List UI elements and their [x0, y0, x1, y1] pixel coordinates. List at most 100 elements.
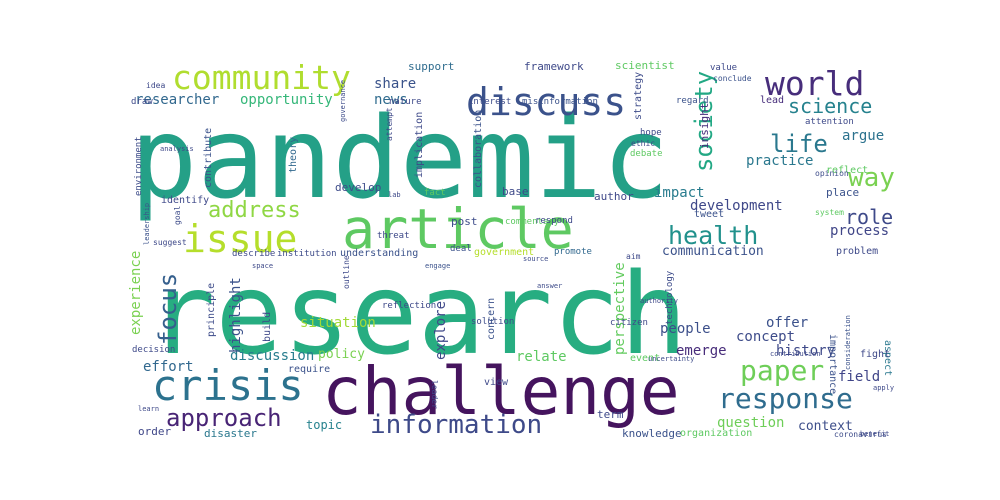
word-question: question [717, 415, 784, 431]
word-disaster: disaster [204, 427, 257, 440]
word-concept: concept [736, 329, 795, 345]
word-attempt: attempt [385, 107, 394, 141]
word-discussion: discussion [230, 348, 314, 364]
word-benefit: benefit [860, 430, 890, 438]
word-theory: theory [288, 137, 299, 173]
word-government: government [474, 247, 534, 258]
word-knowledge: knowledge [622, 427, 682, 440]
word-post: post [451, 215, 478, 228]
word-space: space [252, 262, 273, 270]
word-support: support [408, 60, 454, 73]
word-community: community [172, 58, 351, 97]
word-highlight: highlight [228, 277, 244, 353]
word-communication: communication [662, 244, 764, 259]
word-scientist: scientist [615, 59, 675, 72]
word-threat: threat [377, 231, 410, 241]
word-context: context [798, 419, 853, 434]
word-process: process [830, 223, 889, 239]
word-tweet: tweet [694, 209, 724, 220]
word-experience: experience [128, 251, 144, 335]
word-problem: problem [836, 246, 878, 257]
word-address: address [208, 198, 301, 223]
word-society: society [690, 71, 718, 172]
word-response: response [718, 382, 853, 415]
word-apply: apply [873, 384, 894, 392]
word-opportunity: opportunity [240, 92, 333, 108]
word-attention: attention [805, 117, 854, 127]
word-technology: technology [665, 270, 675, 325]
word-nature: nature [389, 97, 422, 107]
word-consideration: consideration [844, 315, 852, 370]
word-science: science [788, 94, 872, 118]
word-understanding: understanding [340, 248, 418, 259]
word-interest: interest [468, 97, 511, 107]
word-answer: answer [537, 282, 562, 290]
word-system: system [815, 208, 844, 217]
word-engage: engage [425, 262, 450, 270]
word-focus: focus [154, 273, 182, 345]
word-fight: fight [860, 349, 890, 360]
word-suggest: suggest [153, 238, 187, 247]
word-contribution: contribution [770, 350, 821, 358]
word-promote: promote [554, 247, 592, 257]
word-deal: deal [450, 244, 472, 254]
word-information: information [370, 410, 542, 440]
word-value: value [710, 63, 737, 73]
word-view: view [484, 377, 509, 388]
word-analysis: analysis [160, 145, 194, 153]
word-hope: hope [640, 128, 662, 138]
word-coronavirus: coronavirus [834, 430, 887, 439]
word-perspective: perspective [612, 262, 628, 355]
word-explore: explore [433, 301, 449, 360]
word-respond: respond [535, 216, 573, 226]
word-draw: draw [131, 97, 153, 107]
word-framework: framework [524, 60, 584, 73]
word-authority: authority [640, 297, 678, 305]
word-describe: describe [232, 249, 275, 259]
word-issue: issue [183, 217, 297, 261]
word-learn: learn [138, 405, 159, 413]
word-share: share [374, 76, 416, 92]
word-world: world [765, 64, 864, 103]
word-develop: develop [335, 181, 381, 194]
word-lab: lab [388, 191, 401, 199]
word-emerge: emerge [676, 343, 727, 359]
word-base: base [502, 185, 529, 198]
word-people: people [660, 321, 711, 337]
word-decision: decision [132, 345, 175, 355]
word-term: term [597, 408, 624, 421]
word-build: build [262, 312, 273, 342]
word-role: role [845, 205, 893, 229]
word-author: author [594, 190, 634, 203]
word-misinformation: misinformation [522, 97, 598, 107]
word-opinion: opinion [815, 169, 849, 178]
word-article: article [342, 197, 574, 261]
word-fact: fact [424, 188, 446, 198]
word-importance: importance [827, 334, 838, 394]
word-collaboration: collaboration [473, 110, 484, 188]
word-researcher: researcher [135, 92, 219, 108]
word-idea: idea [146, 81, 165, 90]
word-policy: policy [318, 347, 365, 362]
word-life: life [770, 130, 828, 158]
word-implication: implication [414, 112, 425, 178]
word-regard: regard [676, 96, 709, 106]
word-debate: debate [630, 149, 663, 159]
word-argue: argue [842, 128, 884, 144]
word-paper: paper [740, 354, 824, 387]
word-concern: concern [486, 298, 497, 340]
word-situation: situation [300, 315, 376, 331]
word-challenge: challenge [322, 353, 680, 430]
word-citizen: citizen [610, 318, 648, 328]
word-history: history [776, 343, 835, 359]
word-commentary: commentary [505, 217, 560, 227]
word-institution: institution [277, 249, 337, 259]
word-solution: solution [471, 317, 514, 327]
word-order: order [138, 425, 171, 438]
word-leadership: leadership [143, 203, 151, 245]
word-reflection: reflection [382, 301, 436, 311]
word-strategy: strategy [633, 72, 644, 120]
word-approach: approach [166, 404, 282, 432]
word-relate: relate [516, 349, 567, 365]
